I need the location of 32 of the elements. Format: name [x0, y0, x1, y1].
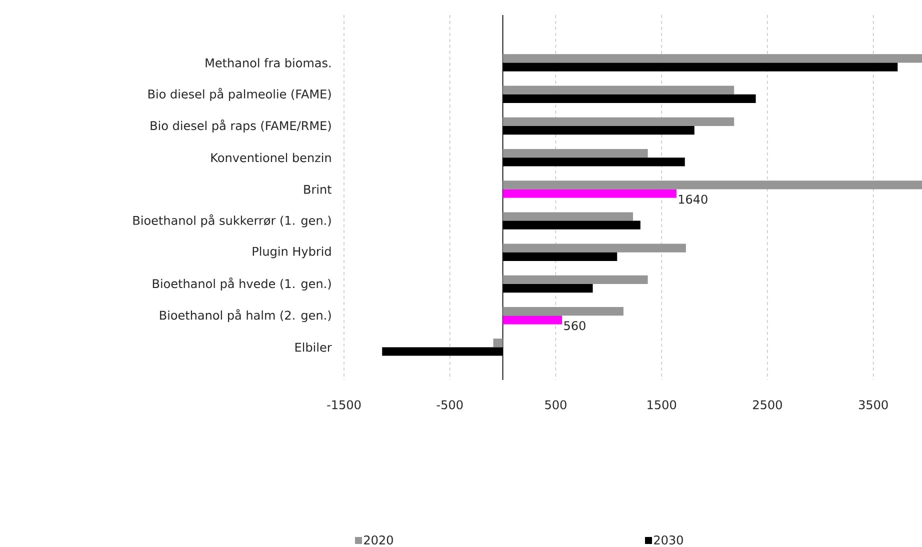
bar: [502, 86, 734, 94]
bar: [502, 117, 734, 126]
bar: [502, 180, 922, 190]
legend-label: 2030: [654, 535, 683, 545]
bar: [502, 54, 922, 63]
bar: [502, 306, 624, 316]
x-tick-label: 2500: [753, 400, 782, 410]
bar: [502, 212, 633, 221]
y-tick-label: Brint: [304, 184, 332, 194]
x-tick-label: -500: [436, 400, 463, 410]
y-tick-label: Methanol fra biomas.: [206, 58, 331, 68]
y-tick-label: Bioethanol på halm (2. gen.): [160, 309, 331, 322]
bar: [502, 316, 562, 324]
bar: [493, 338, 503, 348]
data-label: 1640: [678, 194, 708, 204]
y-tick-label: Konventionel benzin: [211, 152, 331, 162]
bar: [502, 189, 676, 198]
bar: [502, 148, 648, 158]
x-tick-label: 3500: [858, 400, 888, 410]
bar: [502, 244, 686, 252]
y-tick-label: Elbiler: [295, 342, 332, 352]
y-tick-label: Plugin Hybrid: [252, 246, 331, 258]
y-tick-label: Bio diesel på raps (FAME/RME): [150, 119, 331, 133]
x-tick-label: 500: [545, 400, 566, 410]
x-tick-label: -1500: [327, 400, 361, 410]
bar: [502, 275, 648, 284]
y-tick-label: Bioethanol på hvede (1. gen.): [152, 277, 331, 291]
y-tick-label: Bio diesel på palmeolie (FAME): [148, 88, 331, 101]
y-tick-label: Bioethanol på sukkerrør (1. gen.): [133, 214, 331, 228]
legend-label: 2020: [364, 535, 393, 545]
x-tick-label: 1500: [648, 400, 676, 410]
data-label: 560: [564, 321, 586, 330]
